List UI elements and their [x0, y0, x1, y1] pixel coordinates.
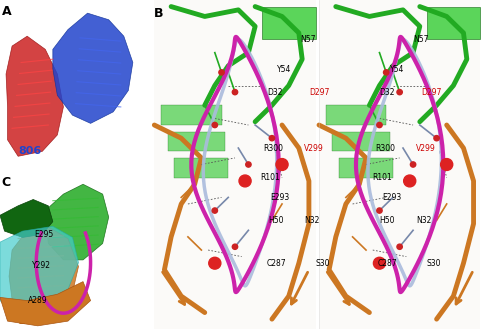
Polygon shape: [161, 105, 222, 125]
Text: Y54: Y54: [277, 64, 291, 74]
Text: N57: N57: [300, 35, 316, 44]
Text: D297: D297: [309, 88, 329, 97]
Polygon shape: [262, 7, 316, 39]
Text: E293: E293: [270, 193, 289, 202]
Text: A289: A289: [28, 296, 48, 305]
Circle shape: [212, 122, 218, 128]
Text: V299: V299: [416, 143, 436, 153]
Circle shape: [397, 89, 402, 95]
Text: R101: R101: [372, 173, 392, 182]
Polygon shape: [0, 226, 78, 316]
Text: B: B: [154, 7, 164, 20]
Text: 175: 175: [18, 316, 41, 326]
Text: D297: D297: [421, 88, 442, 97]
Text: N57: N57: [413, 35, 429, 44]
Polygon shape: [0, 199, 53, 238]
Circle shape: [212, 208, 218, 213]
Polygon shape: [6, 36, 63, 156]
Polygon shape: [0, 282, 91, 326]
Circle shape: [374, 257, 386, 269]
Circle shape: [239, 175, 251, 187]
Polygon shape: [339, 158, 393, 178]
Circle shape: [232, 244, 238, 249]
Text: 806: 806: [18, 146, 41, 156]
Text: A: A: [1, 5, 11, 18]
Text: D32: D32: [267, 88, 282, 97]
Circle shape: [269, 136, 275, 141]
Circle shape: [377, 122, 382, 128]
Text: Y292: Y292: [33, 261, 52, 270]
Polygon shape: [154, 0, 316, 329]
Circle shape: [434, 136, 439, 141]
Circle shape: [397, 244, 402, 249]
Circle shape: [441, 159, 453, 170]
Text: E293: E293: [382, 193, 401, 202]
Circle shape: [219, 70, 224, 75]
Text: N32: N32: [416, 216, 432, 225]
Text: V299: V299: [304, 143, 324, 153]
Text: S30: S30: [316, 259, 330, 268]
Text: N32: N32: [304, 216, 319, 225]
Text: R300: R300: [263, 143, 283, 153]
Circle shape: [404, 175, 416, 187]
Text: R300: R300: [375, 143, 395, 153]
Polygon shape: [319, 0, 480, 329]
Text: C287: C287: [267, 259, 286, 268]
Polygon shape: [326, 105, 386, 125]
Polygon shape: [45, 184, 109, 260]
Polygon shape: [9, 227, 78, 316]
Text: C: C: [1, 176, 11, 189]
Circle shape: [411, 162, 416, 167]
Circle shape: [232, 89, 238, 95]
Text: C287: C287: [378, 259, 397, 268]
Circle shape: [377, 208, 382, 213]
Text: D32: D32: [379, 88, 394, 97]
Circle shape: [246, 162, 251, 167]
Circle shape: [383, 70, 389, 75]
Polygon shape: [168, 132, 225, 151]
Text: S30: S30: [427, 259, 441, 268]
Text: R101: R101: [260, 173, 280, 182]
Text: E295: E295: [35, 230, 54, 239]
Circle shape: [209, 257, 221, 269]
Polygon shape: [333, 132, 390, 151]
Polygon shape: [53, 13, 133, 123]
Circle shape: [276, 159, 288, 170]
Polygon shape: [427, 7, 480, 39]
Polygon shape: [174, 158, 228, 178]
Text: H50: H50: [379, 216, 395, 225]
Text: Y54: Y54: [390, 64, 404, 74]
Text: H50: H50: [268, 216, 283, 225]
